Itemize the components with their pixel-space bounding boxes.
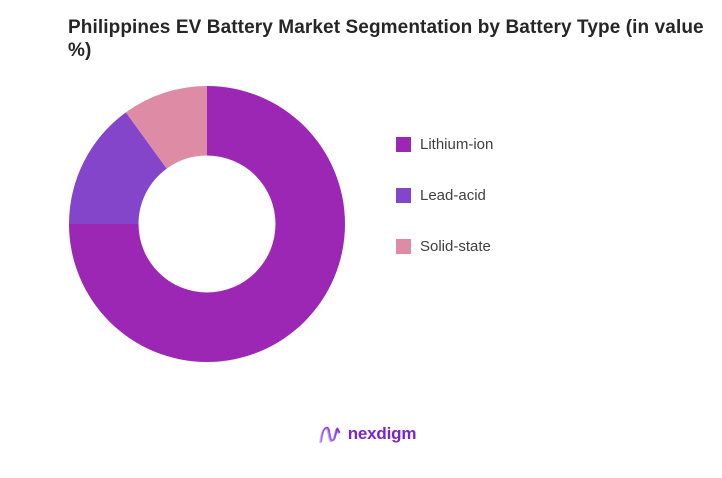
legend: Lithium-ion Lead-acid Solid-state	[396, 137, 493, 254]
legend-swatch-solid-state	[396, 239, 411, 254]
legend-swatch-lead-acid	[396, 188, 411, 203]
donut-chart	[69, 86, 345, 362]
donut-segment-solid-state	[125, 86, 207, 169]
legend-item-solid-state: Solid-state	[396, 239, 493, 254]
brand-name: nexdigm	[347, 424, 417, 443]
nexdigm-logo-icon	[318, 426, 341, 444]
legend-item-lithium-ion: Lithium-ion	[396, 137, 493, 152]
donut-segment-lead-acid	[69, 112, 167, 224]
brand-footer: nexdigm	[6, 422, 722, 446]
legend-label: Lithium-ion	[420, 136, 494, 153]
legend-swatch-lithium-ion	[396, 137, 411, 152]
legend-item-lead-acid: Lead-acid	[396, 188, 493, 203]
chart-title: Philippines EV Battery Market Segmentati…	[68, 17, 704, 61]
legend-label: Solid-state	[420, 238, 491, 255]
donut-segment-lithium-ion	[69, 86, 345, 362]
legend-label: Lead-acid	[420, 187, 486, 204]
